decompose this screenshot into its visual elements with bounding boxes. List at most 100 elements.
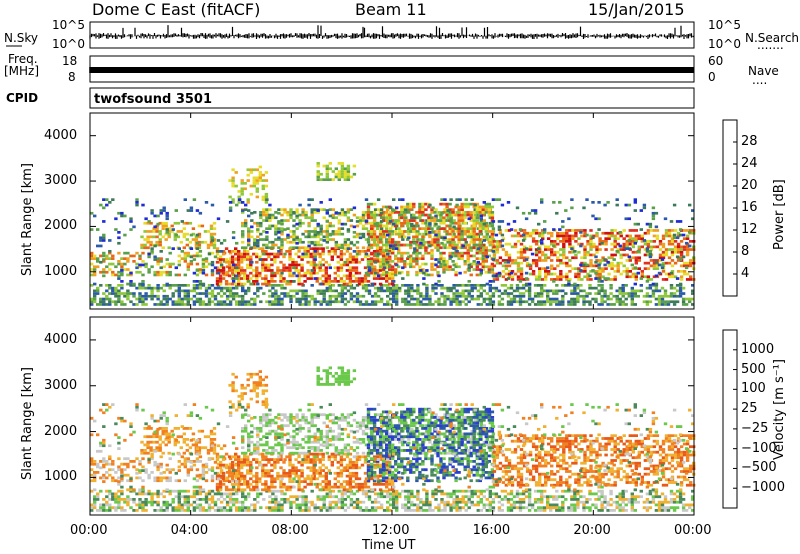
power-cell xyxy=(342,274,347,278)
power-cell xyxy=(339,255,344,259)
power-cell xyxy=(410,289,414,293)
power-cell xyxy=(564,209,568,212)
power-cell xyxy=(264,171,269,174)
velocity-cell xyxy=(247,509,251,512)
power-cell xyxy=(276,269,280,272)
power-cell xyxy=(143,246,147,250)
power-cell xyxy=(419,219,423,222)
velocity-cell xyxy=(222,498,227,501)
velocity-cell xyxy=(585,500,589,504)
velocity-cell xyxy=(428,506,432,510)
power-cell xyxy=(369,216,374,220)
power-cell xyxy=(600,284,604,287)
power-cell xyxy=(621,303,625,306)
power-cell xyxy=(231,277,236,280)
power-cell xyxy=(664,234,669,238)
power-cell xyxy=(491,274,496,278)
power-cell xyxy=(488,303,492,306)
power-cell xyxy=(140,246,144,250)
power-cell xyxy=(265,246,269,250)
power-cell xyxy=(183,273,187,277)
power-cell xyxy=(228,303,233,306)
power-cell xyxy=(153,270,157,274)
power-cell xyxy=(330,250,334,253)
power-cell xyxy=(316,292,320,295)
power-cell xyxy=(244,221,248,225)
power-cell xyxy=(389,303,393,306)
power-cell xyxy=(645,300,650,304)
power-cell xyxy=(331,208,335,211)
power-cell xyxy=(391,282,395,286)
power-cell xyxy=(579,244,583,248)
power-cell xyxy=(358,300,363,304)
power-cell xyxy=(373,271,378,275)
power-cell xyxy=(412,235,416,239)
velocity-cell xyxy=(555,489,559,493)
velocity-cell xyxy=(488,492,492,496)
velocity-cell xyxy=(470,503,474,507)
power-cell xyxy=(637,256,641,260)
power-cell xyxy=(437,280,441,283)
power-cell xyxy=(640,237,644,240)
power-cell xyxy=(448,251,452,255)
power-cell xyxy=(179,240,183,244)
power-cell xyxy=(413,224,417,228)
power-cell xyxy=(346,216,351,220)
power-cell xyxy=(378,252,383,256)
power-cell xyxy=(433,211,437,214)
power-cell xyxy=(403,243,407,247)
nsearch-dots: ....... xyxy=(757,38,784,52)
power-cell xyxy=(501,237,506,240)
velocity-cell xyxy=(322,500,326,504)
power-cell xyxy=(672,233,677,237)
power-cell xyxy=(424,230,428,233)
power-cell xyxy=(442,260,446,263)
power-cell xyxy=(249,184,253,188)
velocity-cell xyxy=(509,503,514,507)
power-cell xyxy=(589,278,593,281)
power-cell xyxy=(415,211,419,214)
power-cell xyxy=(491,238,496,241)
power-cell xyxy=(370,238,375,241)
power-cell xyxy=(348,277,353,280)
power-cell xyxy=(264,192,269,196)
velocity-cell xyxy=(515,495,520,499)
velocity-cell xyxy=(585,506,589,510)
power-cell xyxy=(340,292,345,295)
power-cell xyxy=(126,292,130,295)
power-cell xyxy=(240,260,244,264)
power-cell xyxy=(492,253,497,257)
power-cell xyxy=(280,227,284,230)
power-cell xyxy=(594,217,598,221)
power-cell xyxy=(631,242,635,246)
velocity-cell xyxy=(410,489,414,493)
power-cell xyxy=(339,280,344,283)
power-cell xyxy=(385,238,389,241)
power-cell xyxy=(192,294,197,298)
power-cell xyxy=(543,284,547,287)
power-cell xyxy=(147,255,151,259)
velocity-cell xyxy=(582,500,586,504)
power-cell xyxy=(201,282,206,286)
power-cell xyxy=(348,269,353,272)
power-cell xyxy=(507,272,512,276)
power-cell xyxy=(681,303,686,306)
power-cell xyxy=(482,201,486,204)
power-cell xyxy=(204,260,209,263)
power-cell xyxy=(340,246,345,250)
power-cell xyxy=(156,273,160,277)
power-cell xyxy=(349,286,354,290)
power-cell xyxy=(339,277,344,280)
power-cell xyxy=(224,258,229,261)
power-cell xyxy=(691,209,695,212)
power-cell xyxy=(280,246,284,250)
power-cell xyxy=(428,203,432,207)
power-cell xyxy=(407,232,411,236)
power-cell xyxy=(256,239,260,242)
power-cell xyxy=(630,303,634,306)
power-cell xyxy=(688,244,692,248)
power-cell xyxy=(237,280,241,283)
power-cell xyxy=(406,238,410,241)
velocity-cell xyxy=(144,509,148,512)
velocity-cell xyxy=(343,509,348,512)
